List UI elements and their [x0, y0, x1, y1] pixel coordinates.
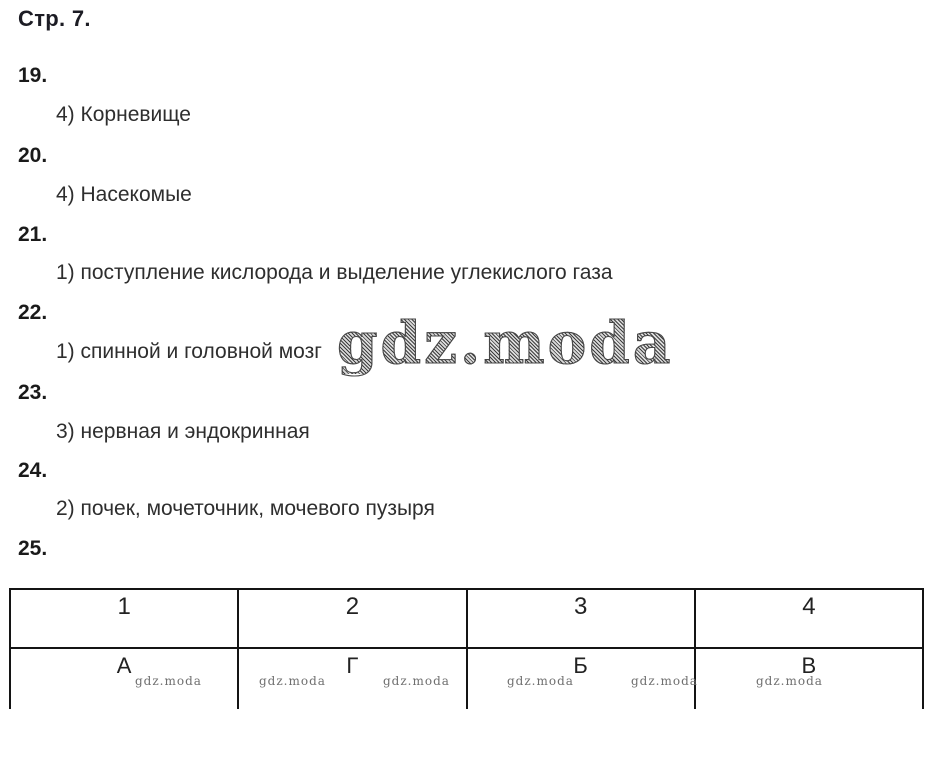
- answer-letter-value: Б: [573, 653, 588, 678]
- table-answer-letter-row: А Г Б В: [8, 648, 925, 709]
- question-number-19: 19.: [18, 64, 48, 87]
- answer-text-23: 3) нервная и эндокринная: [56, 420, 310, 443]
- answer-letter-cell-1: А: [8, 648, 240, 709]
- answer-letter-cell-3: Б: [465, 648, 696, 709]
- answer-text-22: 1) спинной и головной мозг: [56, 340, 322, 363]
- answer-matching-table: 1 2 3 4 А Г Б В: [8, 588, 925, 709]
- answer-text-24: 2) почек, мочеточник, мочевого пузыря: [56, 497, 435, 520]
- answer-text-20: 4) Насекомые: [56, 183, 192, 206]
- answer-letter-cell-2: Г: [237, 648, 468, 709]
- question-number-25: 25.: [18, 537, 48, 560]
- answer-letter-cell-4: В: [693, 648, 925, 709]
- question-number-24: 24.: [18, 459, 48, 482]
- question-number-value: 3: [573, 593, 588, 620]
- question-number-21: 21.: [18, 223, 48, 246]
- question-number-cell-3: 3: [465, 588, 696, 649]
- answer-letter-value: Г: [346, 653, 359, 678]
- page-title: Стр. 7.: [18, 6, 91, 31]
- question-number-23: 23.: [18, 381, 48, 404]
- table-question-number-row: 1 2 3 4: [8, 588, 925, 649]
- question-number-value: 1: [117, 593, 131, 620]
- question-number-22: 22.: [18, 301, 48, 324]
- question-number-cell-2: 2: [237, 588, 468, 649]
- question-number-value: 2: [345, 593, 360, 620]
- question-number-20: 20.: [18, 144, 48, 167]
- question-number-cell-4: 4: [693, 588, 925, 649]
- answer-text-21: 1) поступление кислорода и выделение угл…: [56, 261, 613, 284]
- question-number-value: 4: [802, 593, 816, 620]
- answer-letter-value: А: [116, 653, 132, 678]
- large-site-watermark: gdz.moda: [336, 309, 674, 377]
- answer-text-19: 4) Корневище: [56, 103, 191, 126]
- answer-letter-value: В: [801, 653, 817, 678]
- question-number-cell-1: 1: [8, 588, 240, 649]
